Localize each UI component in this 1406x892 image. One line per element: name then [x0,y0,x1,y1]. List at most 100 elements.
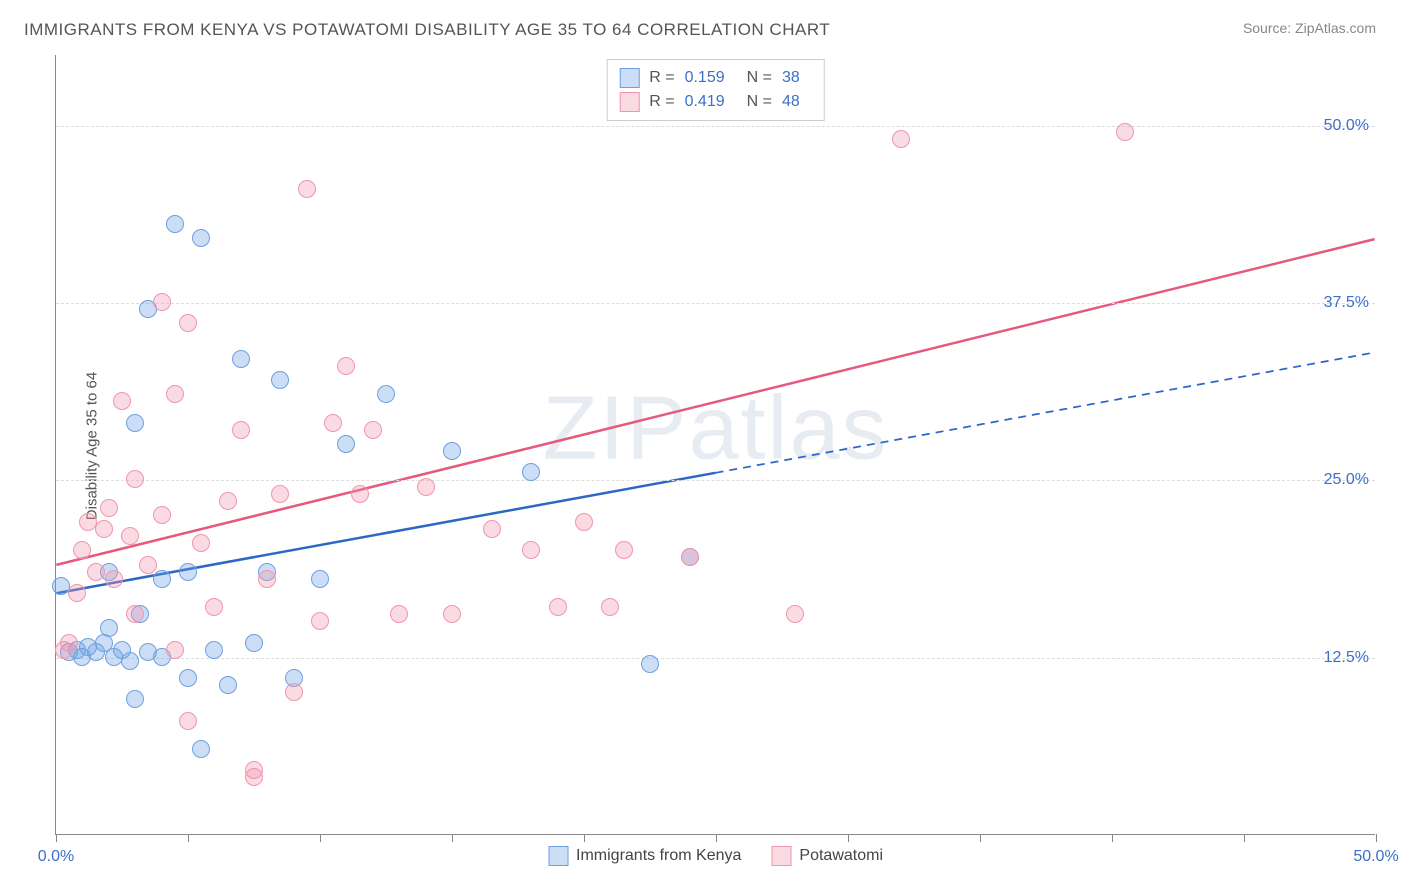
n-value: 48 [782,93,800,111]
data-point [95,520,113,538]
stats-legend: R = 0.159 N = 38 R = 0.419 N = 48 [606,59,825,121]
data-point [311,570,329,588]
data-point [166,385,184,403]
gridline [56,480,1375,481]
legend-swatch [771,846,791,866]
legend-label: Potawatomi [799,847,883,865]
data-point [786,605,804,623]
data-point [337,357,355,375]
data-point [121,652,139,670]
data-point [179,669,197,687]
legend-swatch [548,846,568,866]
data-point [139,556,157,574]
data-point [166,641,184,659]
n-value: 38 [782,69,800,87]
x-tick [848,834,849,842]
data-point [245,768,263,786]
data-point [892,130,910,148]
data-point [105,570,123,588]
source-label: Source: ZipAtlas.com [1243,20,1376,36]
data-point [100,499,118,517]
data-point [364,421,382,439]
legend-swatch [619,68,639,88]
data-point [271,371,289,389]
x-tick [980,834,981,842]
data-point [549,598,567,616]
data-point [192,229,210,247]
data-point [126,414,144,432]
data-point [522,541,540,559]
trend-lines [56,55,1375,834]
data-point [601,598,619,616]
data-point [417,478,435,496]
data-point [179,314,197,332]
n-label: N = [747,69,772,87]
data-point [324,414,342,432]
stats-legend-row: R = 0.419 N = 48 [619,90,812,114]
stats-legend-row: R = 0.159 N = 38 [619,66,812,90]
x-tick [1376,834,1377,842]
chart-container: IMMIGRANTS FROM KENYA VS POTAWATOMI DISA… [0,0,1406,892]
data-point [192,740,210,758]
x-tick-label: 50.0% [1353,848,1398,866]
r-value: 0.419 [685,93,725,111]
legend-item: Immigrants from Kenya [548,846,741,866]
x-tick [320,834,321,842]
y-tick-label: 37.5% [1324,294,1377,312]
x-tick [188,834,189,842]
n-label: N = [747,93,772,111]
plot-area: ZIPatlas R = 0.159N = 38R = 0.419N = 48 … [55,55,1375,835]
data-point [126,605,144,623]
data-point [311,612,329,630]
series-legend: Immigrants from Kenya Potawatomi [548,846,883,866]
r-label: R = [649,93,674,111]
data-point [121,527,139,545]
data-point [1116,123,1134,141]
data-point [100,619,118,637]
data-point [68,584,86,602]
data-point [390,605,408,623]
x-tick [56,834,57,842]
x-tick [1244,834,1245,842]
data-point [192,534,210,552]
data-point [443,442,461,460]
data-point [153,506,171,524]
y-tick-label: 25.0% [1324,471,1377,489]
data-point [245,634,263,652]
data-point [166,215,184,233]
data-point [126,470,144,488]
data-point [232,350,250,368]
gridline [56,126,1375,127]
data-point [615,541,633,559]
chart-title: IMMIGRANTS FROM KENYA VS POTAWATOMI DISA… [24,20,830,40]
data-point [258,570,276,588]
data-point [232,421,250,439]
data-point [298,180,316,198]
y-tick-label: 50.0% [1324,117,1377,135]
data-point [153,570,171,588]
trend-line [56,239,1374,565]
data-point [377,385,395,403]
data-point [60,634,78,652]
x-tick [1112,834,1113,842]
r-label: R = [649,69,674,87]
data-point [219,492,237,510]
data-point [179,712,197,730]
data-point [271,485,289,503]
legend-item: Potawatomi [771,846,883,866]
r-value: 0.159 [685,69,725,87]
x-tick-label: 0.0% [38,848,74,866]
trend-line-dashed [716,352,1375,472]
x-tick [452,834,453,842]
gridline [56,658,1375,659]
data-point [443,605,461,623]
data-point [285,683,303,701]
data-point [73,541,91,559]
data-point [681,548,699,566]
data-point [179,563,197,581]
gridline [56,303,1375,304]
data-point [219,676,237,694]
data-point [87,563,105,581]
y-tick-label: 12.5% [1324,649,1377,667]
data-point [575,513,593,531]
